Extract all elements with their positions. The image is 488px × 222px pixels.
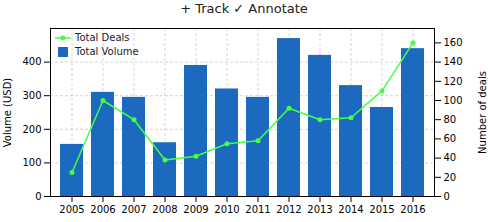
svg-text:60: 60	[444, 133, 457, 144]
html-text:Total Deals: Total Deals	[75, 32, 130, 43]
html-text:Total Volume: Total Volume	[75, 46, 139, 57]
svg-text:2014: 2014	[338, 204, 363, 215]
svg-text:Volume (USD): Volume (USD)	[2, 78, 13, 148]
svg-text:0: 0	[444, 191, 450, 202]
html-text:+ Track ✓ Annotate: + Track ✓ Annotate	[180, 1, 308, 16]
svg-text:2008: 2008	[152, 204, 177, 215]
svg-text:2016: 2016	[400, 204, 425, 215]
svg-text:2007: 2007	[121, 204, 146, 215]
svg-text:20: 20	[444, 172, 457, 183]
svg-text:2011: 2011	[245, 204, 270, 215]
svg-text:100: 100	[22, 157, 41, 168]
svg-text:80: 80	[444, 114, 457, 125]
svg-text:400: 400	[22, 56, 41, 67]
svg-text:0: 0	[35, 191, 41, 202]
svg-text:2015: 2015	[369, 204, 394, 215]
svg-text:160: 160	[444, 37, 463, 48]
svg-text:2012: 2012	[276, 204, 301, 215]
svg-text:120: 120	[444, 76, 463, 87]
svg-text:2013: 2013	[307, 204, 332, 215]
svg-text:2005: 2005	[59, 204, 84, 215]
svg-text:140: 140	[444, 56, 463, 67]
svg-text:300: 300	[22, 90, 41, 101]
svg-text:100: 100	[444, 95, 463, 106]
svg-text:200: 200	[22, 124, 41, 135]
svg-text:2009: 2009	[183, 204, 208, 215]
svg-text:2006: 2006	[90, 204, 115, 215]
svg-text:40: 40	[444, 152, 457, 163]
svg-text:2010: 2010	[214, 204, 239, 215]
svg-text:Number of deals: Number of deals	[477, 71, 488, 154]
